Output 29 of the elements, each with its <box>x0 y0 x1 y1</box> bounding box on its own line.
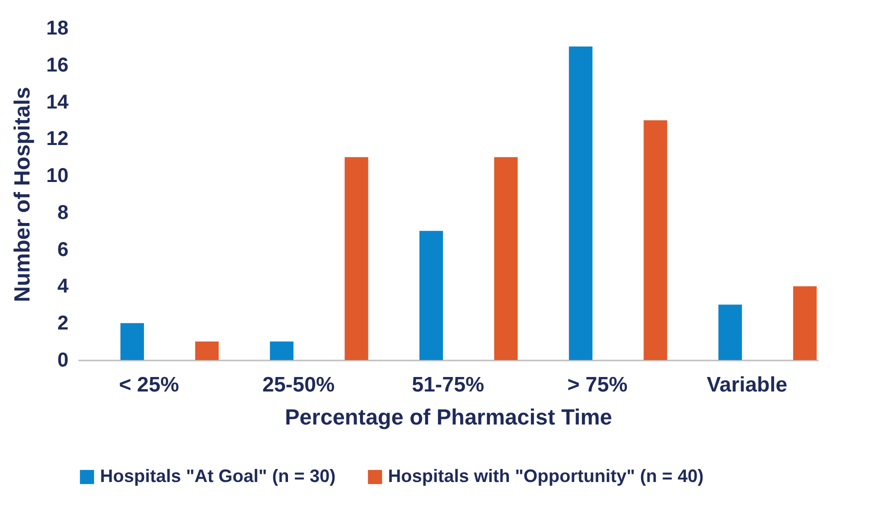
y-tick-label: 6 <box>57 238 68 261</box>
bar <box>419 230 443 360</box>
y-tick-label: 8 <box>57 202 68 224</box>
bar <box>195 342 219 360</box>
x-tick-label: < 25% <box>118 374 180 396</box>
bar <box>718 304 742 360</box>
y-tick-label: 14 <box>46 91 70 114</box>
y-tick-label: 12 <box>46 128 68 150</box>
y-tick-label: 16 <box>46 54 68 76</box>
bar <box>494 157 518 360</box>
y-tick-label: 4 <box>57 276 70 298</box>
bar <box>344 157 368 360</box>
x-tick-label: > 75% <box>567 374 628 396</box>
y-tick-label: 0 <box>57 350 68 372</box>
legend-label: Hospitals with "Opportunity" (n = 40) <box>388 466 704 486</box>
x-tick-label: Variable <box>706 374 788 396</box>
y-tick-label: 10 <box>46 165 68 188</box>
bar <box>644 120 668 360</box>
bar <box>270 342 294 360</box>
y-tick-label: 18 <box>46 18 68 40</box>
bar <box>120 323 144 360</box>
y-tick-label: 2 <box>57 312 68 335</box>
x-axis-title: Percentage of Pharmacist Time <box>284 404 612 430</box>
y-axis-title: Number of Hospitals <box>9 86 34 302</box>
legend-label: Hospitals "At Goal" (n = 30) <box>100 466 336 486</box>
bar <box>793 286 817 360</box>
x-tick-label: 51-75% <box>412 374 485 396</box>
bar <box>568 46 592 360</box>
x-tick-label: 25-50% <box>262 374 336 396</box>
